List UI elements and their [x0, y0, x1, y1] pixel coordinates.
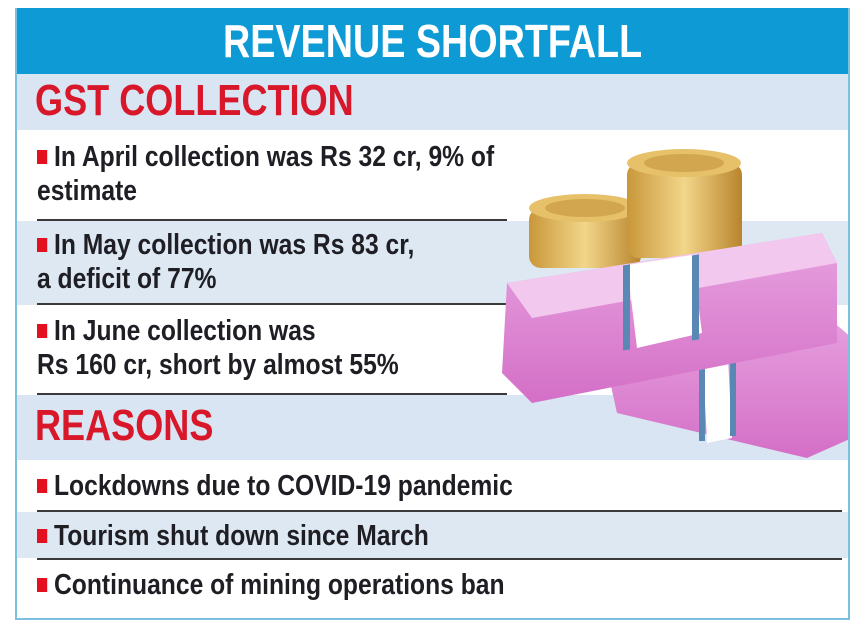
reason-item-lockdowns: Lockdowns due to COVID-19 pandemic [17, 460, 848, 510]
gst-item-april: In April collection was Rs 32 cr, 9% of … [17, 130, 848, 221]
reason-item-mining: Continuance of mining operations ban [17, 560, 848, 618]
row-divider [37, 393, 507, 395]
gst-section-title: GST COLLECTION [35, 76, 354, 125]
item-text-line1: In June collection was [54, 315, 316, 347]
bullet-icon [37, 150, 48, 164]
money-stack-and-coins-icon [502, 149, 848, 458]
reason-item-tourism: Tourism shut down since March [17, 512, 848, 558]
reason-text: Tourism shut down since March [54, 520, 429, 552]
bullet-icon [37, 578, 48, 592]
infographic-panel: REVENUE SHORTFALL GST COLLECTION In Apri… [15, 8, 850, 620]
reason-text: Lockdowns due to COVID-19 pandemic [54, 470, 513, 502]
reasons-section-title: REASONS [35, 401, 214, 450]
gst-section-header: GST COLLECTION [17, 74, 848, 130]
row-divider [37, 303, 507, 305]
item-text-line2: Rs 160 cr, short by almost 55% [37, 349, 399, 381]
bullet-icon [37, 324, 48, 338]
bullet-icon [37, 479, 48, 493]
row-divider [37, 558, 842, 560]
bullet-icon [37, 238, 48, 252]
item-text-line1: In April collection was Rs 32 cr, 9% of [54, 141, 495, 173]
infographic-title: REVENUE SHORTFALL [222, 15, 643, 67]
reason-text: Continuance of mining operations ban [54, 569, 505, 601]
item-text-line2: a deficit of 77% [37, 263, 217, 295]
item-text-line1: In May collection was Rs 83 cr, [54, 229, 415, 261]
row-divider [37, 219, 507, 221]
bullet-icon [37, 529, 48, 543]
gst-item-june: In June collection was Rs 160 cr, short … [17, 305, 848, 393]
item-text-line2: estimate [37, 175, 138, 207]
header-banner: REVENUE SHORTFALL [17, 8, 848, 74]
row-divider [37, 510, 842, 512]
